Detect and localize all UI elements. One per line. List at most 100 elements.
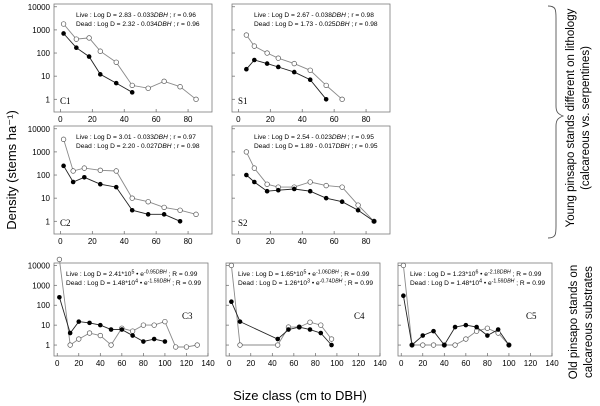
dead-point xyxy=(291,186,297,192)
dead-series-line xyxy=(246,59,327,100)
panel-label: C1 xyxy=(60,96,71,106)
dead-point xyxy=(129,207,135,213)
x-tick-label: 60 xyxy=(117,359,126,368)
panel-frame xyxy=(225,262,381,357)
x-tick-label: 0 xyxy=(58,115,63,124)
dead-point xyxy=(485,333,490,338)
live-point xyxy=(251,43,257,49)
live-point xyxy=(162,318,168,325)
dead-point xyxy=(307,327,313,332)
x-tick-label: 0 xyxy=(236,237,241,246)
live-point xyxy=(452,342,458,348)
y-tick-label: 1 xyxy=(46,341,51,350)
young-stands-brace xyxy=(547,5,565,239)
live-series-line xyxy=(246,34,343,100)
dead-point xyxy=(474,324,479,330)
y-tick-label: 100 xyxy=(37,49,51,58)
live-point xyxy=(97,167,103,173)
x-tick-label: 140 xyxy=(545,359,559,368)
panel-C4: 0 20 40 60 80 100 120 140 Live : Log D = 1.65*10… xyxy=(225,262,387,368)
panel-C3: 10000 1000 100 10 10 20 40 60 80 100 120 140 Live : … xyxy=(28,256,215,368)
live-point xyxy=(145,85,151,91)
dead-point xyxy=(318,330,324,336)
panel-S1: 0 20 40 60 80 Live : Log D = 2.67 - 0.038DBH … xyxy=(231,3,391,124)
dead-equation: Dead : Log D = 1.48*104 • e-1.59DBH ; R … xyxy=(410,278,545,287)
live-point xyxy=(86,35,92,41)
live-series-line xyxy=(63,139,197,215)
dead-point xyxy=(355,207,361,213)
panel-frame xyxy=(231,125,391,235)
live-point xyxy=(129,195,135,201)
x-tick-label: 40 xyxy=(268,359,277,368)
dead-point xyxy=(307,188,313,194)
x-tick-label: 80 xyxy=(184,237,193,246)
live-point xyxy=(194,342,200,348)
x-tick-label: 80 xyxy=(362,115,371,124)
live-point xyxy=(108,342,114,348)
live-series-line xyxy=(245,151,375,222)
x-tick-label: 120 xyxy=(524,359,538,368)
live-equation: Live : Log D = 2.67 - 0.038DBH ; r = 0.9… xyxy=(254,12,374,19)
x-tick-label: 20 xyxy=(88,237,97,246)
x-tick-label: 140 xyxy=(201,359,215,368)
dead-point xyxy=(323,96,329,102)
live-point xyxy=(73,36,79,42)
dead-point xyxy=(98,322,103,328)
dead-point xyxy=(296,324,302,330)
y-tick-label: 1000 xyxy=(32,148,50,157)
side-label-old-1: Old pinsapo stands on xyxy=(568,265,580,379)
live-point xyxy=(97,332,103,339)
live-point xyxy=(355,202,361,208)
x-tick-label: 80 xyxy=(362,237,371,246)
y-tick-label: 1000 xyxy=(32,26,50,35)
x-tick-label: 40 xyxy=(120,115,129,124)
live-point xyxy=(86,330,93,336)
dead-point xyxy=(252,57,257,63)
live-point xyxy=(145,199,151,205)
dead-series-line xyxy=(402,295,510,346)
live-point xyxy=(81,165,87,171)
panel-label: C2 xyxy=(60,218,71,228)
side-label-young-2: (calcareous vs. serpentines) xyxy=(580,46,592,190)
panel-label: C4 xyxy=(354,311,365,321)
dead-point xyxy=(74,45,79,50)
x-tick-label: 60 xyxy=(289,359,298,368)
panel-label: S1 xyxy=(238,96,248,106)
y-tick-label: 100 xyxy=(37,301,51,310)
live-point xyxy=(228,262,235,269)
dead-point xyxy=(129,90,135,95)
live-point xyxy=(151,322,157,328)
dead-point xyxy=(229,299,234,305)
dead-point xyxy=(113,80,119,86)
live-equation: Live : Log D = 2.54 - 0.023DBH ; r = 0.9… xyxy=(254,134,374,141)
dead-point xyxy=(275,336,280,342)
dead-point xyxy=(495,327,501,332)
dead-point xyxy=(237,319,243,324)
dead-point xyxy=(252,179,257,185)
panel-label: S2 xyxy=(238,218,248,228)
x-tick-label: 0 xyxy=(58,237,63,246)
dead-series-line xyxy=(58,297,165,342)
live-point xyxy=(264,181,270,187)
dead-point xyxy=(97,181,103,187)
live-point xyxy=(177,84,183,90)
x-tick-label: 80 xyxy=(311,359,320,368)
dead-equation: Dead : Log D = 1.73 - 0.025DBH ; r = 0.9… xyxy=(254,21,378,28)
y-tick-label: 10 xyxy=(41,194,50,203)
live-equation: Live : Log D = 3.01 - 0.033DBH ; r = 0.9… xyxy=(76,134,196,141)
live-point xyxy=(243,32,250,38)
live-point xyxy=(400,262,407,269)
dead-point xyxy=(76,319,82,324)
live-point xyxy=(307,179,313,185)
x-tick-label: 60 xyxy=(330,115,339,124)
dead-series-line xyxy=(63,33,133,93)
x-tick-label: 40 xyxy=(96,359,105,368)
live-point xyxy=(173,344,179,350)
x-tick-label: 80 xyxy=(139,359,148,368)
x-tick-label: 20 xyxy=(246,359,255,368)
live-series-line xyxy=(63,23,197,100)
live-point xyxy=(129,82,135,89)
dead-point xyxy=(87,320,92,326)
